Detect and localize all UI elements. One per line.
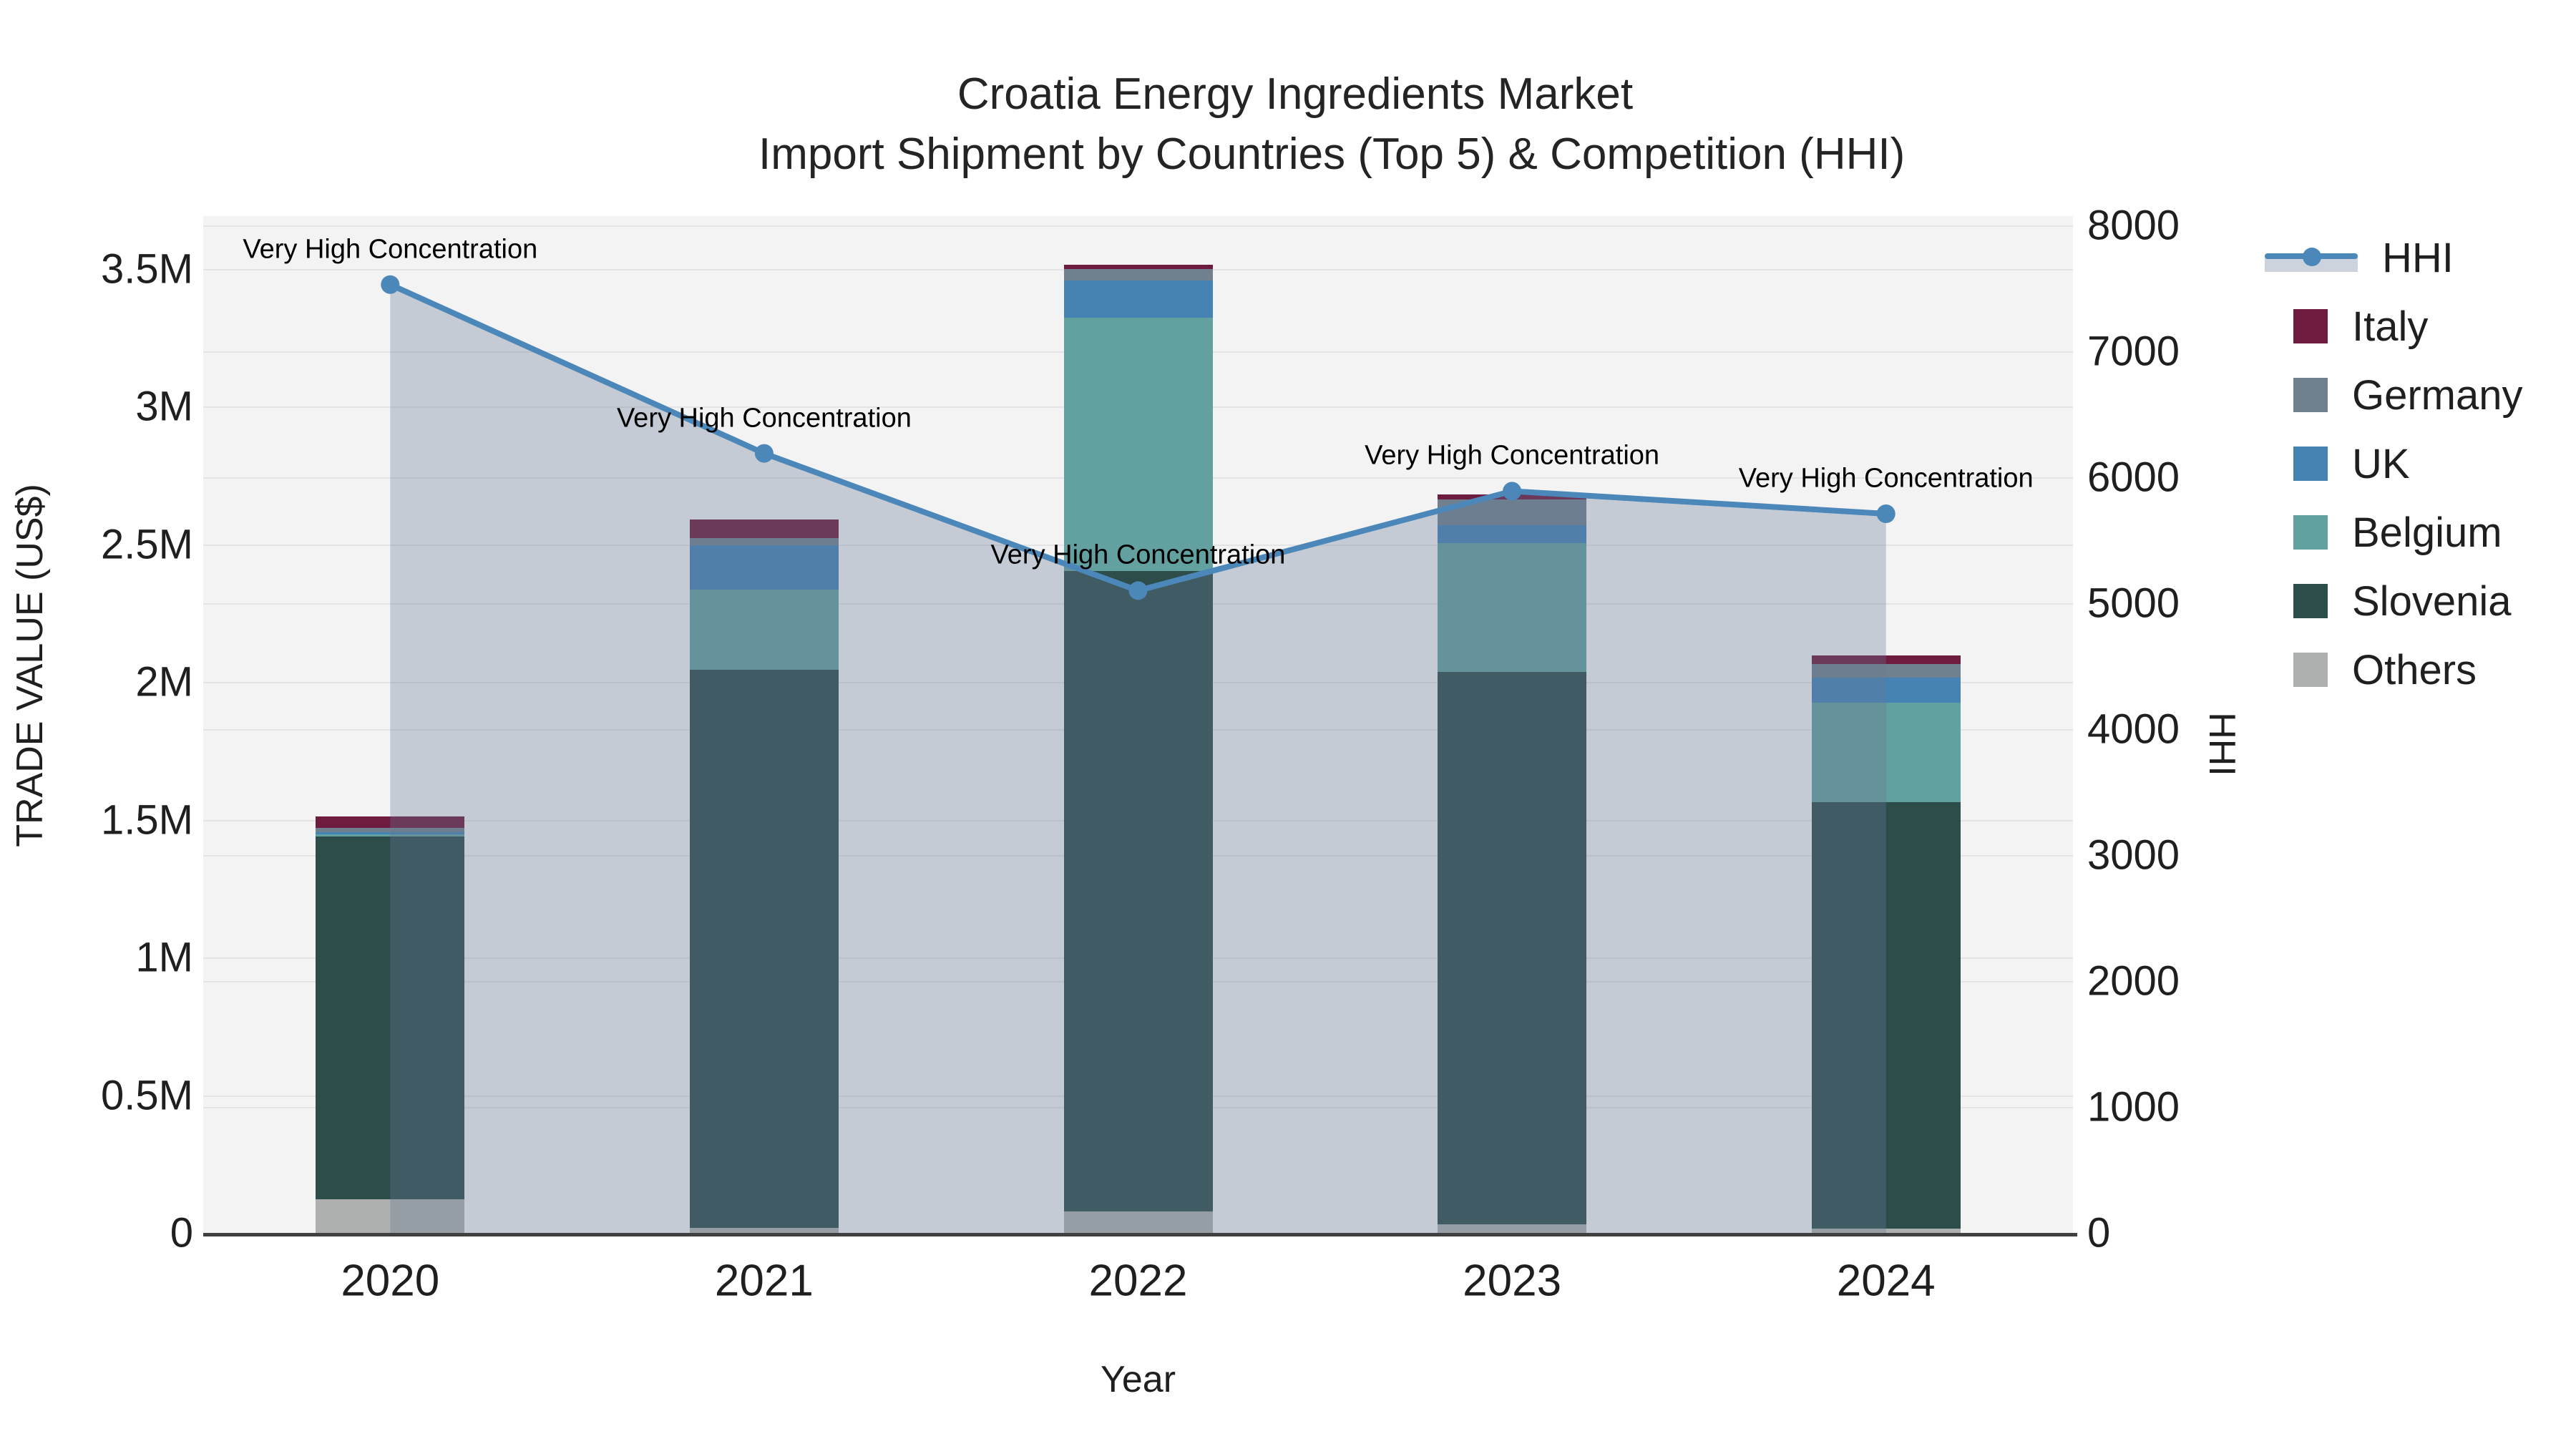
x-tick-2023: 2023	[1463, 1256, 1562, 1306]
bar-2024-others	[1811, 1228, 1961, 1233]
annotation-2022: Very High Concentration	[990, 540, 1286, 570]
bar-2022-uk	[1063, 280, 1213, 318]
legend-item-uk[interactable]: UK	[2265, 435, 2410, 492]
right-tick-6000: 6000	[2087, 454, 2180, 501]
legend-item-slovenia[interactable]: Slovenia	[2265, 572, 2511, 630]
bar-2021-italy	[689, 519, 839, 539]
others-swatch-icon	[2293, 653, 2328, 687]
left-tick-1.5M: 1.5M	[101, 796, 193, 843]
gridline-right-8000	[203, 225, 2073, 227]
hhi-area-fill	[390, 284, 1886, 1234]
bar-2023-belgium	[1438, 542, 1587, 673]
left-tick-2.5M: 2.5M	[101, 521, 193, 567]
legend-label: UK	[2352, 440, 2410, 487]
italy-swatch-icon	[2293, 309, 2328, 343]
left-axis-title: TRADE VALUE (US$)	[9, 484, 51, 847]
hhi-point-2022	[1128, 581, 1148, 600]
right-tick-4000: 4000	[2087, 706, 2180, 753]
uk-swatch-icon	[2293, 447, 2328, 481]
bar-2023-others	[1438, 1224, 1587, 1233]
left-tick-0: 0	[170, 1209, 193, 1257]
bar-2022-belgium	[1063, 318, 1213, 571]
legend-label: Slovenia	[2352, 577, 2512, 625]
bar-2020-others	[316, 1199, 465, 1233]
right-tick-5000: 5000	[2087, 580, 2180, 627]
right-tick-7000: 7000	[2087, 328, 2180, 375]
left-tick-3M: 3M	[135, 383, 193, 430]
right-tick-0: 0	[2087, 1209, 2111, 1257]
left-tick-2M: 2M	[135, 658, 193, 706]
chart-title-line2: Import Shipment by Countries (Top 5) & C…	[758, 130, 1906, 179]
legend-item-belgium[interactable]: Belgium	[2265, 504, 2502, 561]
bar-2022-germany	[1063, 268, 1213, 280]
right-axis-title: HHI	[2201, 712, 2243, 776]
bar-2023-uk	[1438, 525, 1587, 543]
legend-item-hhi[interactable]: HHI	[2265, 229, 2454, 286]
annotation-2024: Very High Concentration	[1738, 463, 2034, 494]
bar-2024-germany	[1811, 663, 1961, 678]
bar-2020-belgium	[316, 834, 465, 836]
bar-2020-slovenia	[316, 836, 465, 1200]
bar-2022-italy	[1063, 265, 1213, 269]
legend-label: HHI	[2382, 234, 2454, 281]
bar-2024-slovenia	[1811, 801, 1961, 1229]
x-axis-line	[203, 1233, 2077, 1236]
right-tick-1000: 1000	[2087, 1083, 2180, 1131]
hhi-point-2023	[1503, 482, 1522, 501]
x-tick-2020: 2020	[341, 1256, 440, 1306]
bar-2021-germany	[689, 538, 839, 546]
bar-2022-slovenia	[1063, 570, 1213, 1211]
bar-2021-belgium	[689, 590, 839, 670]
legend-label: Belgium	[2352, 509, 2502, 556]
right-tick-3000: 3000	[2087, 831, 2180, 879]
germany-swatch-icon	[2293, 378, 2328, 412]
hhi-line-icon	[2265, 240, 2358, 275]
bar-2024-uk	[1811, 677, 1961, 703]
legend-item-italy[interactable]: Italy	[2265, 298, 2428, 355]
hhi-point-2024	[1876, 504, 1896, 523]
annotation-2023: Very High Concentration	[1365, 440, 1660, 471]
legend-item-germany[interactable]: Germany	[2265, 366, 2523, 424]
bar-2021-others	[689, 1228, 839, 1233]
left-tick-3.5M: 3.5M	[101, 245, 193, 292]
slovenia-swatch-icon	[2293, 584, 2328, 618]
x-tick-2021: 2021	[714, 1256, 814, 1306]
annotation-2021: Very High Concentration	[616, 403, 912, 434]
left-tick-1M: 1M	[135, 934, 193, 981]
x-tick-2022: 2022	[1088, 1256, 1188, 1306]
hhi-point-2020	[381, 275, 400, 294]
bar-2022-others	[1063, 1211, 1213, 1233]
chart-title-line1: Croatia Energy Ingredients Market	[957, 69, 1634, 119]
annotation-2020: Very High Concentration	[243, 234, 538, 265]
x-axis-title: Year	[1100, 1359, 1176, 1400]
hhi-point-2021	[754, 444, 774, 463]
bar-2020-uk	[316, 831, 465, 834]
left-tick-0.5M: 0.5M	[101, 1072, 193, 1118]
x-tick-2024: 2024	[1836, 1256, 1936, 1306]
bar-2024-italy	[1811, 655, 1961, 664]
legend-item-others[interactable]: Others	[2265, 641, 2477, 698]
right-tick-2000: 2000	[2087, 957, 2180, 1005]
legend-label: Germany	[2352, 371, 2523, 419]
bar-2021-uk	[689, 545, 839, 590]
bar-2023-slovenia	[1438, 672, 1587, 1225]
right-tick-8000: 8000	[2087, 202, 2180, 249]
bar-2021-slovenia	[689, 670, 839, 1229]
belgium-swatch-icon	[2293, 515, 2328, 550]
legend-label: Italy	[2352, 303, 2429, 350]
legend-label: Others	[2352, 646, 2477, 693]
bar-2020-italy	[316, 816, 465, 829]
bar-2020-germany	[316, 828, 465, 832]
bar-2024-belgium	[1811, 702, 1961, 802]
